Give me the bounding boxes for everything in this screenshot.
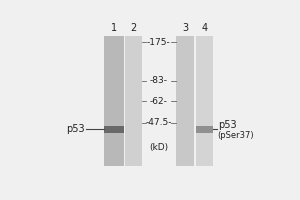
Text: -47.5-: -47.5- <box>145 118 172 127</box>
Text: 2: 2 <box>130 23 136 33</box>
Text: -83-: -83- <box>149 76 167 85</box>
Bar <box>125 36 142 166</box>
Text: -175-: -175- <box>146 38 170 47</box>
Text: (kD): (kD) <box>149 143 168 152</box>
Text: p53: p53 <box>67 124 85 134</box>
Bar <box>176 36 194 166</box>
Text: 4: 4 <box>201 23 207 33</box>
Text: (pSer37): (pSer37) <box>218 131 254 140</box>
Text: -62-: -62- <box>149 97 167 106</box>
Bar <box>104 36 124 166</box>
Text: 1: 1 <box>111 23 117 33</box>
Bar <box>196 36 213 166</box>
Bar <box>196 126 213 133</box>
Text: 3: 3 <box>182 23 188 33</box>
Bar <box>104 126 124 133</box>
Text: p53: p53 <box>218 120 236 130</box>
